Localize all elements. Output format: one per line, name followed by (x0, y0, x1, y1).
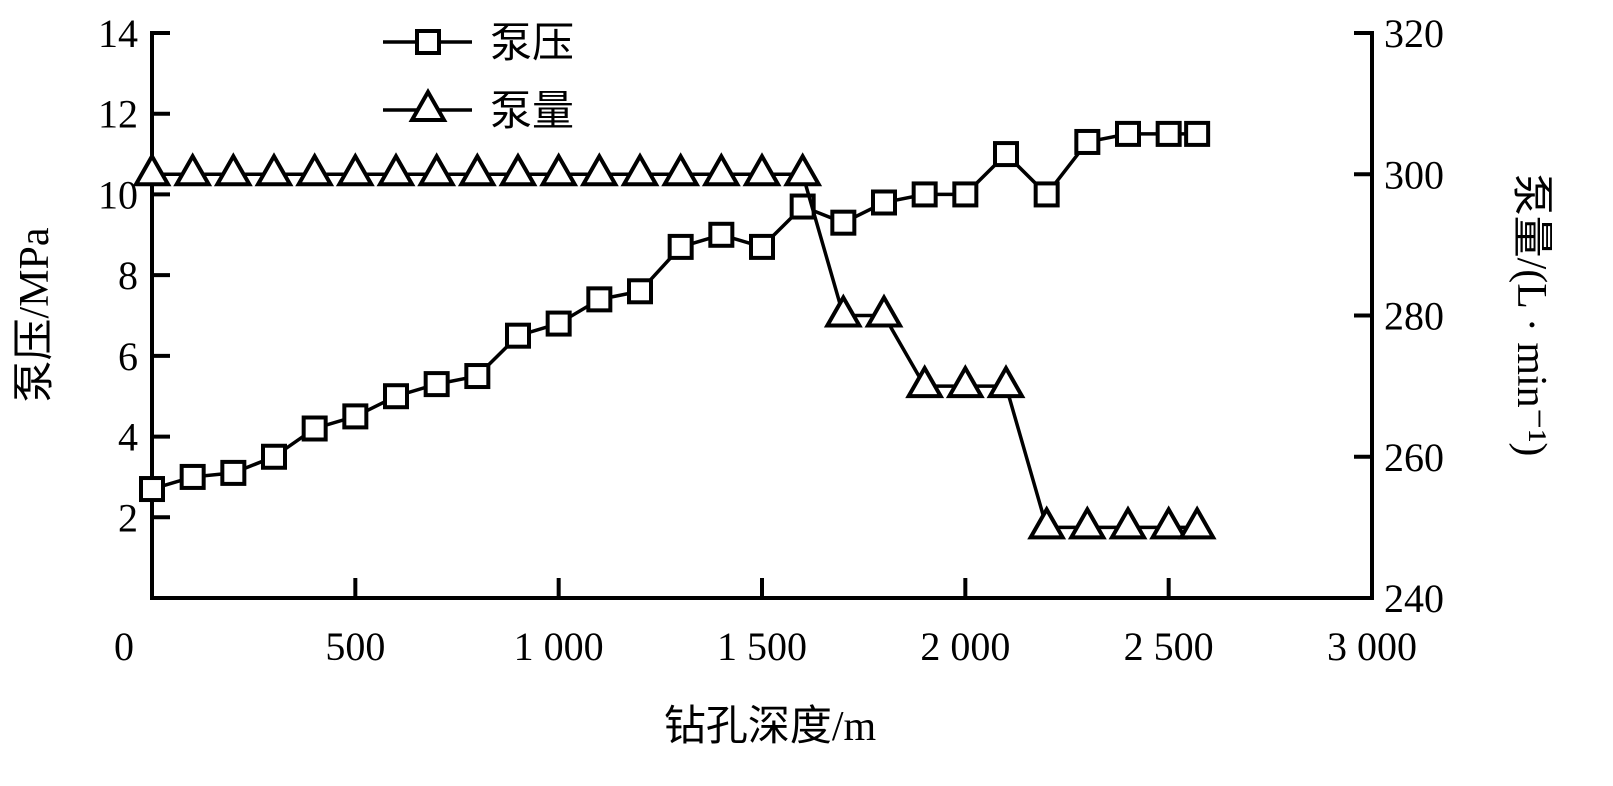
x-tick-label: 2 000 (920, 624, 1010, 669)
square-marker (586, 286, 613, 313)
triangle-marker (742, 152, 782, 187)
legend-label: 泵量 (490, 89, 574, 135)
square-marker (545, 310, 572, 337)
square-marker (179, 463, 206, 490)
square-marker (993, 141, 1019, 168)
triangle-marker (295, 152, 335, 187)
triangle-marker (417, 152, 457, 187)
triangle-marker (620, 152, 660, 187)
triangle-marker (132, 152, 172, 187)
square-marker (871, 189, 897, 216)
x-tick-label: 3 000 (1327, 624, 1417, 669)
square-marker (952, 181, 979, 208)
x-axis-label: 钻孔深度/m (664, 704, 877, 750)
series-pump-flow (132, 152, 1217, 540)
triangle-marker (823, 293, 863, 328)
series-pump-pressure (139, 120, 1211, 503)
y-tick-label: 10 (98, 172, 138, 217)
triangle-marker (335, 152, 375, 187)
triangle-marker (539, 152, 579, 187)
square-marker (464, 363, 491, 390)
triangle-marker (1108, 505, 1148, 540)
y2-tick-label: 320 (1384, 11, 1444, 56)
series-line (152, 172, 1198, 530)
triangle-marker (1177, 505, 1217, 540)
y2-tick-label: 240 (1384, 576, 1444, 621)
square-marker (1033, 181, 1060, 208)
square-marker (830, 209, 857, 236)
square-marker (1155, 120, 1182, 147)
series-layer (132, 120, 1217, 540)
y2-axis-label: 泵量/(L · min⁻¹) (1508, 174, 1554, 457)
triangle-marker (213, 152, 253, 187)
square-marker (1184, 120, 1211, 147)
triangle-marker (783, 152, 823, 187)
y-tick-label: 12 (98, 92, 138, 137)
legend-label: 泵压 (490, 21, 574, 67)
square-marker (1115, 120, 1141, 147)
x-tick-label: 2 500 (1124, 624, 1214, 669)
square-marker (911, 181, 938, 208)
triangle-marker (986, 364, 1026, 399)
x-tick-label: 1 000 (514, 624, 604, 669)
y-tick-label: 2 (118, 495, 138, 540)
square-marker (139, 476, 165, 503)
square-marker (383, 383, 409, 410)
y-tick-label: 4 (118, 415, 138, 460)
triangle-marker (457, 152, 497, 187)
y-axis-label: 泵压/MPa (12, 227, 58, 402)
triangle-marker (173, 152, 213, 187)
square-marker (415, 29, 441, 55)
square-marker (301, 415, 328, 442)
square-marker (342, 403, 369, 430)
triangle-marker (579, 152, 619, 187)
y2-tick-label: 260 (1384, 435, 1444, 480)
triangle-marker (1067, 505, 1107, 540)
triangle-marker (408, 87, 448, 122)
square-marker (708, 221, 735, 248)
square-marker (261, 443, 287, 470)
y-tick-label: 6 (118, 334, 138, 379)
y-tick-label: 8 (118, 253, 138, 298)
triangle-marker (661, 152, 701, 187)
triangle-marker (376, 152, 416, 187)
x-tick-label: 1 500 (717, 624, 807, 669)
square-marker (667, 233, 694, 260)
y-tick-label: 14 (98, 11, 138, 56)
y2-tick-label: 300 (1384, 152, 1444, 197)
square-marker (220, 459, 247, 486)
triangle-marker (498, 152, 538, 187)
triangle-marker (701, 152, 741, 187)
square-marker (749, 233, 775, 260)
y2-tick-label: 280 (1384, 294, 1444, 339)
triangle-marker (1027, 505, 1067, 540)
triangle-marker (905, 364, 945, 399)
triangle-marker (1149, 505, 1189, 540)
square-marker (1074, 128, 1101, 155)
x-tick-label: 500 (325, 624, 385, 669)
triangle-marker (945, 364, 985, 399)
square-marker (505, 322, 531, 349)
square-marker (423, 371, 450, 398)
square-marker (627, 278, 653, 305)
x-tick-label: 0 (114, 624, 134, 669)
axes: 0 500 1 000 1 500 2 000 2 500 3 000 2 4 6 8 10 12 14 2… (98, 11, 1444, 669)
triangle-marker (864, 293, 904, 328)
triangle-marker (254, 152, 294, 187)
